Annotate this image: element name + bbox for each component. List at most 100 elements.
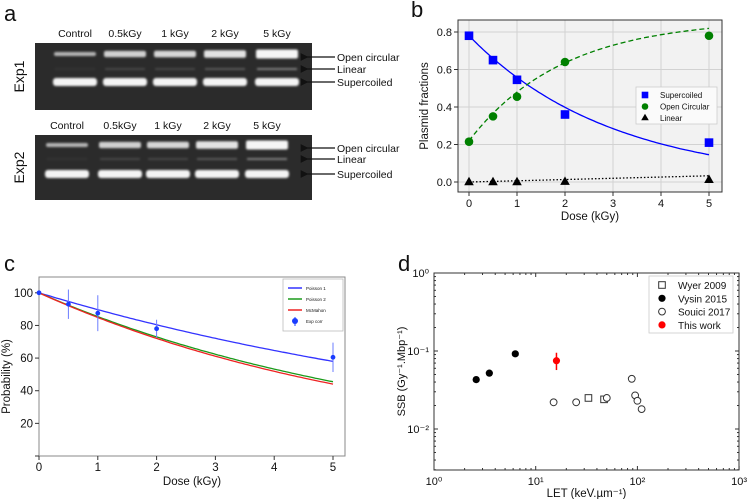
x-tick-label: 3	[610, 198, 616, 210]
lane-label: 1 kGy	[154, 120, 182, 132]
y-tick-label: 60	[20, 353, 33, 365]
exp-data-point	[154, 326, 160, 332]
lane-label: 0.5kGy	[108, 28, 142, 40]
x-tick-label: 0	[36, 462, 42, 474]
legend-label: McMahon	[306, 308, 326, 313]
model-line-poisson-1	[38, 292, 334, 363]
legend-label: Exp corr	[306, 319, 323, 324]
x-axis-label: Dose (kGy)	[561, 211, 619, 223]
x-tick-label: 2	[153, 462, 159, 474]
x-axis-label: Dose (kGy)	[163, 476, 221, 488]
linear-band	[197, 158, 237, 160]
x-tick-label: 5	[330, 462, 336, 474]
supercoiled-band	[45, 170, 89, 178]
lane-label: 2 kGy	[203, 120, 231, 132]
legend-marker	[292, 318, 298, 324]
band-label: Supercoiled	[337, 169, 393, 181]
y-tick-label: 10⁻¹	[407, 346, 429, 358]
x-tick-label: 10⁰	[426, 476, 443, 488]
data-point-supercoiled	[704, 138, 714, 147]
x-tick-label: 1	[95, 462, 101, 474]
data-point-souici-2017	[602, 394, 611, 402]
open-circular-band	[256, 49, 298, 59]
data-point-vysin-2015	[472, 375, 480, 384]
lane-label: 0.5kGy	[103, 120, 137, 132]
legend-label: Linear	[660, 114, 683, 123]
linear-band	[100, 158, 140, 160]
panel-label-b: b	[411, 0, 423, 22]
x-tick-label: 10¹	[528, 476, 544, 488]
legend-marker	[641, 103, 649, 110]
x-tick-label: 0	[466, 198, 472, 210]
y-axis-label: Probability (%)	[1, 339, 13, 414]
linear-band	[155, 68, 195, 70]
data-point-souici-2017	[627, 374, 636, 383]
data-point-supercoiled	[488, 55, 498, 65]
data-point-vysin-2015	[485, 369, 493, 377]
y-tick-label: 40	[20, 386, 33, 398]
y-tick-label: 0.6	[437, 65, 452, 77]
band-label: Supercoiled	[337, 77, 393, 89]
legend-marker	[658, 307, 666, 316]
data-point-souici-2017	[637, 405, 646, 413]
supercoiled-band	[98, 170, 142, 178]
exp-data-point	[36, 290, 42, 296]
supercoiled-band	[103, 78, 147, 86]
y-tick-label: 0.2	[437, 140, 452, 152]
supercoiled-band	[255, 78, 299, 86]
data-point-supercoiled	[512, 75, 522, 85]
supercoiled-band	[53, 78, 97, 86]
band-label: Linear	[337, 64, 367, 76]
linear-band	[55, 68, 95, 70]
x-tick-label: 4	[658, 198, 664, 210]
y-tick-label: 10⁰	[412, 268, 429, 280]
model-line-mcmahon	[38, 292, 334, 385]
exp-data-point	[330, 354, 336, 360]
supercoiled-band	[203, 78, 247, 86]
data-point-linear	[464, 176, 474, 186]
legend-label: Wyer 2009	[678, 281, 727, 292]
y-tick-label: 10⁻²	[407, 424, 429, 436]
y-tick-label: 20	[20, 418, 33, 430]
data-point-wyer-2009	[584, 394, 593, 402]
probability-chart: 0 1 2 3 4 5 20 40 60 80 100 Dose (kGy) Probability (…	[1, 276, 346, 488]
ssb-let-chart: 10⁰ 10¹ 10² 10³ 10⁻² 10⁻¹ 10⁰ LET (keV.µm⁻¹) SSB…	[396, 268, 747, 499]
linear-band	[257, 68, 297, 70]
panel-label-d: d	[398, 251, 410, 276]
open-circular-band	[154, 50, 196, 58]
fit-line-supercoiled	[468, 35, 710, 156]
data-point-open-circular	[464, 137, 474, 146]
supercoiled-band	[195, 170, 239, 178]
data-point-souici-2017	[572, 398, 581, 407]
x-axis-label: LET (keV.µm⁻¹)	[547, 488, 627, 499]
linear-band	[205, 68, 245, 70]
x-tick-label: 1	[514, 198, 520, 210]
x-tick-label: 10³	[731, 476, 747, 488]
lane-label: 2 kGy	[211, 28, 239, 40]
linear-band	[105, 68, 145, 70]
data-point-linear	[488, 176, 498, 186]
y-tick-label: 0.0	[437, 177, 452, 189]
fit-line-linear	[468, 175, 710, 183]
open-circular-band	[246, 140, 288, 150]
data-point-open-circular	[560, 57, 570, 67]
legend-label: Vysin 2015	[678, 294, 728, 305]
open-circular-band	[46, 142, 88, 148]
band-label: Linear	[337, 154, 367, 166]
legend-marker	[658, 294, 666, 302]
x-tick-label: 4	[271, 462, 278, 474]
data-point-linear	[704, 174, 714, 184]
data-point-open-circular	[512, 92, 522, 101]
experiment-label: Exp1	[11, 60, 27, 92]
y-tick-label: 0.8	[437, 27, 452, 39]
legend-label: Supercoiled	[660, 91, 702, 100]
legend-label: This work	[678, 321, 722, 332]
legend-marker	[658, 321, 666, 329]
legend-marker	[641, 113, 649, 121]
data-point-souici-2017	[549, 398, 558, 407]
legend-label: Open Circular	[660, 103, 710, 112]
x-tick-label: 5	[706, 198, 712, 210]
lane-label: 1 kGy	[161, 28, 189, 40]
supercoiled-band	[146, 170, 190, 178]
